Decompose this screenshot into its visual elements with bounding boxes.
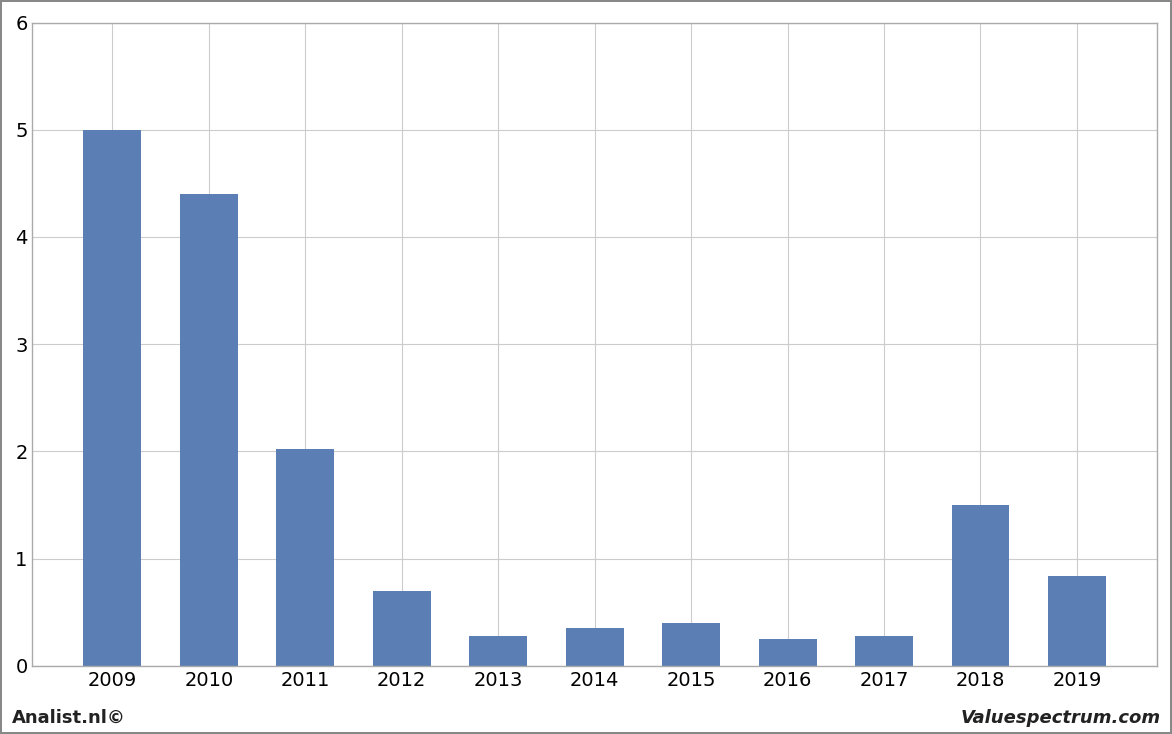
Bar bbox=[566, 628, 624, 666]
Bar bbox=[952, 505, 1009, 666]
Bar bbox=[1048, 575, 1106, 666]
Bar bbox=[662, 623, 720, 666]
Bar bbox=[83, 130, 142, 666]
Bar bbox=[277, 449, 334, 666]
Bar bbox=[180, 194, 238, 666]
Bar bbox=[856, 636, 913, 666]
Text: Analist.nl©: Analist.nl© bbox=[12, 708, 125, 727]
Bar bbox=[469, 636, 527, 666]
Text: Valuespectrum.com: Valuespectrum.com bbox=[960, 708, 1160, 727]
Bar bbox=[373, 591, 431, 666]
Bar bbox=[758, 639, 817, 666]
